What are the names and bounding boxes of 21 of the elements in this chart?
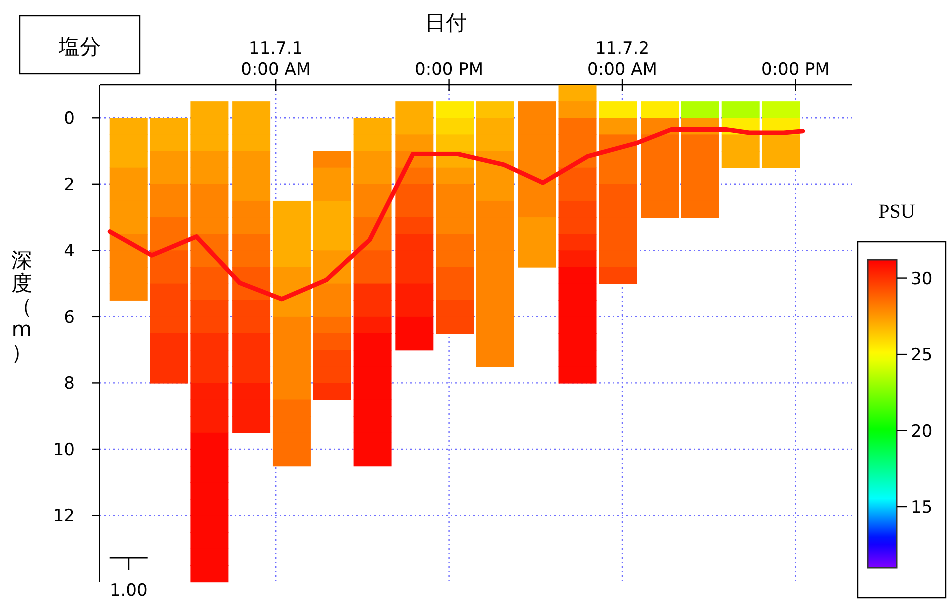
x-tick-label: 11.7.1 0:00 AM bbox=[241, 39, 312, 80]
color-bar-label: 15 bbox=[911, 498, 933, 518]
y-tick-label: 2 bbox=[64, 175, 75, 196]
y-tick-label: 12 bbox=[53, 506, 75, 527]
y-tick-label: 4 bbox=[64, 242, 75, 262]
chart-title: 塩分 bbox=[58, 35, 101, 59]
color-bar-label: 25 bbox=[911, 346, 933, 366]
y-axis-title: 深度（m） bbox=[12, 248, 32, 364]
x-tick-label: 0:00 PM bbox=[761, 60, 830, 80]
x-axis-title: 日付 bbox=[425, 11, 467, 35]
y-tick-label: 10 bbox=[53, 440, 75, 460]
y-tick-label: 6 bbox=[64, 308, 75, 328]
y-tick-label: 8 bbox=[64, 374, 75, 394]
color-bar-label: 30 bbox=[911, 269, 933, 290]
x-tick-label: 0:00 PM bbox=[415, 60, 484, 80]
title: 塩分 bbox=[19, 15, 141, 75]
annotation: 1.00 bbox=[110, 581, 148, 601]
color-bar-title: PSU bbox=[878, 201, 916, 223]
x-tick-label: 11.7.2 0:00 AM bbox=[588, 39, 658, 80]
color-bar-label: 20 bbox=[911, 422, 933, 442]
y-tick-label: 0 bbox=[64, 109, 75, 130]
